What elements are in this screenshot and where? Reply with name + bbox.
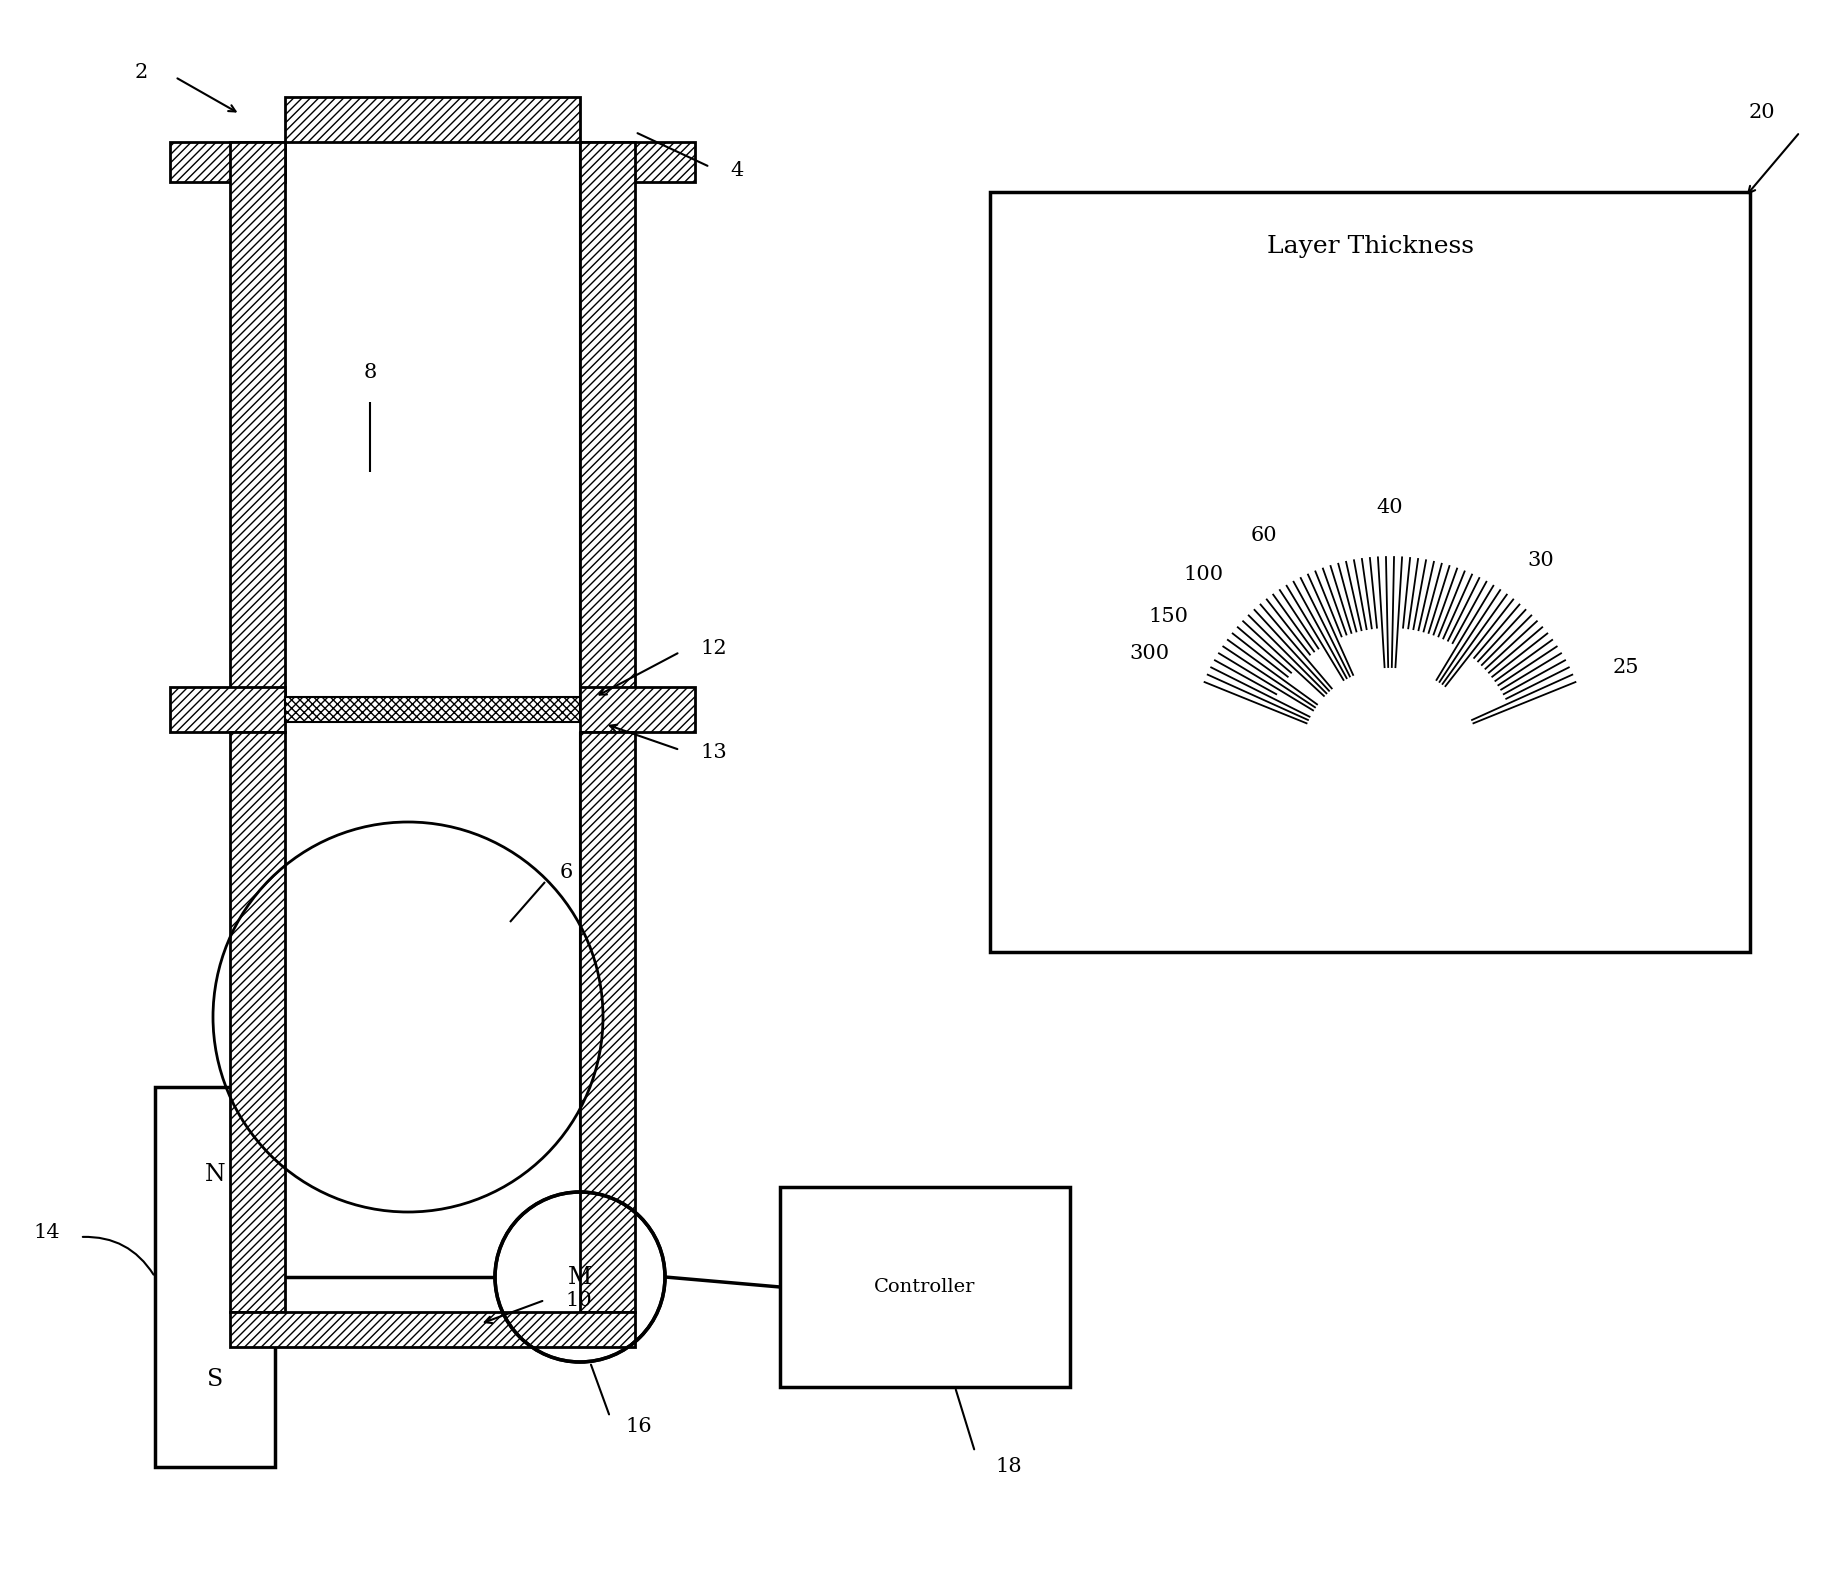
Bar	[286, 696, 581, 722]
Text: M: M	[568, 1265, 592, 1289]
Text: 18: 18	[996, 1457, 1022, 1476]
Bar	[581, 733, 634, 1313]
Bar	[230, 141, 286, 696]
Bar	[286, 141, 581, 696]
Text: 12: 12	[701, 638, 727, 657]
Text: 60: 60	[1250, 527, 1278, 545]
Text: 100: 100	[1184, 566, 1223, 585]
Bar	[780, 1187, 1070, 1387]
Text: 40: 40	[1377, 498, 1403, 517]
Text: 150: 150	[1149, 607, 1189, 626]
Text: 25: 25	[1612, 657, 1639, 676]
Bar	[286, 733, 581, 1313]
Bar	[286, 97, 581, 141]
Text: Layer Thickness: Layer Thickness	[1267, 236, 1473, 258]
Bar	[990, 192, 1750, 953]
Text: 30: 30	[1527, 550, 1554, 571]
Bar	[581, 141, 695, 182]
Text: 20: 20	[1748, 102, 1776, 121]
Text: Controller: Controller	[874, 1278, 975, 1295]
Text: 2: 2	[135, 63, 148, 82]
Bar	[581, 141, 634, 696]
Bar	[230, 733, 286, 1313]
Bar	[155, 1086, 275, 1467]
Text: S: S	[207, 1368, 223, 1391]
Text: 300: 300	[1129, 645, 1169, 663]
Bar	[230, 1313, 634, 1347]
Text: 10: 10	[564, 1291, 592, 1309]
Text: 14: 14	[33, 1223, 61, 1242]
Text: 6: 6	[561, 863, 573, 882]
Bar	[170, 141, 286, 182]
Bar	[170, 687, 286, 733]
Bar	[581, 687, 695, 733]
Text: 4: 4	[730, 160, 743, 179]
Bar	[494, 1192, 666, 1361]
Text: N: N	[205, 1163, 225, 1185]
Text: 8: 8	[363, 363, 376, 382]
Text: 16: 16	[625, 1418, 651, 1437]
Text: 13: 13	[701, 742, 727, 761]
